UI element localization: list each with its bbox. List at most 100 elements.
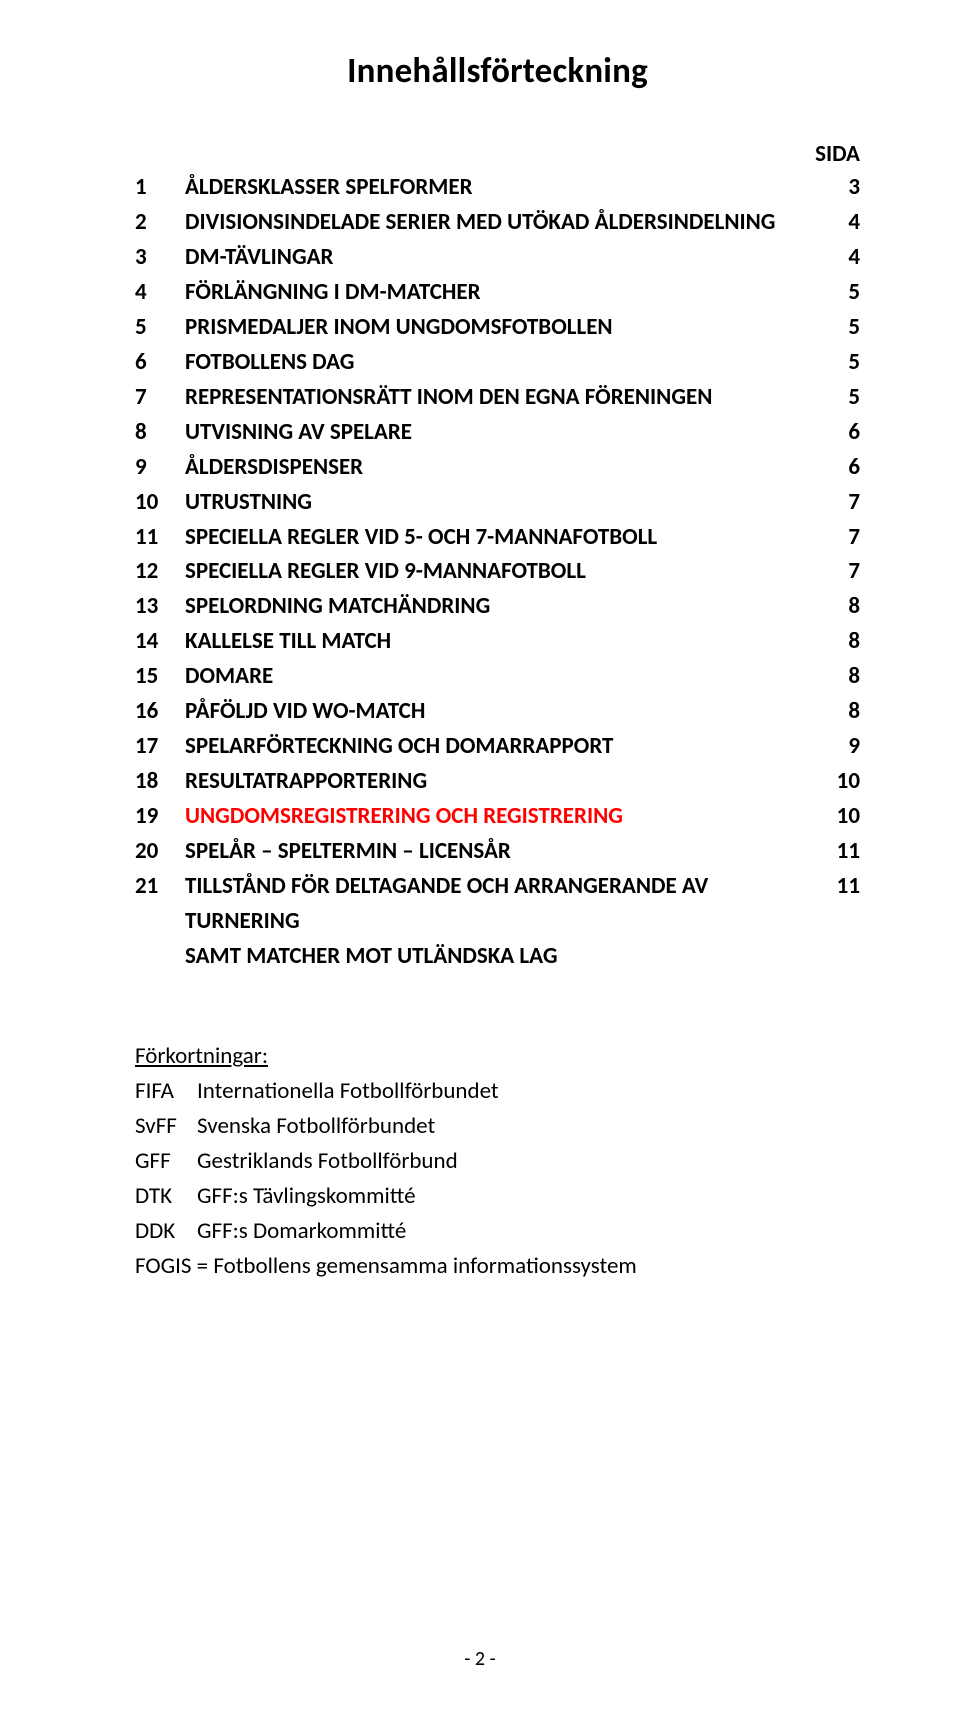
abbrev-row: SvFFSvenska Fotbollförbundet <box>135 1109 860 1144</box>
toc-row: 4FÖRLÄNGNING I DM-MATCHER5 <box>135 275 860 310</box>
toc-label: SPELÅR – SPELTERMIN – LICENSÅR <box>185 834 800 869</box>
abbrev-key: FIFA <box>135 1074 197 1109</box>
toc-label: UNGDOMSREGISTRERING OCH REGISTRERING <box>185 799 800 834</box>
abbrev-val: GFF:s Tävlingskommitté <box>197 1179 860 1214</box>
abbreviations-section: Förkortningar: FIFAInternationella Fotbo… <box>135 1039 860 1284</box>
abbrev-key: DDK <box>135 1214 197 1249</box>
abbrev-row: DTKGFF:s Tävlingskommitté <box>135 1179 860 1214</box>
toc-label: DIVISIONSINDELADE SERIER MED UTÖKAD ÅLDE… <box>185 205 800 240</box>
toc-label: SPECIELLA REGLER VID 5- OCH 7-MANNAFOTBO… <box>185 520 800 555</box>
toc-row: 12SPECIELLA REGLER VID 9-MANNAFOTBOLL7 <box>135 554 860 589</box>
toc-page: 7 <box>800 554 860 589</box>
toc-page: 3 <box>800 170 860 205</box>
toc-label: DOMARE <box>185 659 800 694</box>
toc-page: 4 <box>800 205 860 240</box>
toc-row: 6FOTBOLLENS DAG5 <box>135 345 860 380</box>
toc-label: PÅFÖLJD VID WO-MATCH <box>185 694 800 729</box>
toc-num: 20 <box>135 834 185 869</box>
toc-row: 8UTVISNING AV SPELARE6 <box>135 415 860 450</box>
toc-page: 6 <box>800 415 860 450</box>
page-footer: - 2 - <box>0 1647 960 1671</box>
toc-page: 6 <box>800 450 860 485</box>
toc-page: 11 <box>800 869 860 904</box>
toc-page: 8 <box>800 624 860 659</box>
toc-row: 13SPELORDNING MATCHÄNDRING8 <box>135 589 860 624</box>
toc-row: 5PRISMEDALJER INOM UNGDOMSFOTBOLLEN5 <box>135 310 860 345</box>
toc-label: FÖRLÄNGNING I DM-MATCHER <box>185 275 800 310</box>
toc-num: 19 <box>135 799 185 834</box>
table-of-contents: SIDA 1ÅLDERSKLASSER SPELFORMER32DIVISION… <box>135 140 860 974</box>
toc-page: 5 <box>800 310 860 345</box>
toc-label: UTRUSTNING <box>185 485 800 520</box>
toc-num: 16 <box>135 694 185 729</box>
toc-sub-label: SAMT MATCHER MOT UTLÄNDSKA LAG <box>185 939 860 974</box>
toc-row: 18RESULTATRAPPORTERING10 <box>135 764 860 799</box>
toc-num: 8 <box>135 415 185 450</box>
toc-page: 10 <box>800 764 860 799</box>
toc-page: 5 <box>800 380 860 415</box>
toc-num: 5 <box>135 310 185 345</box>
toc-row: 16PÅFÖLJD VID WO-MATCH8 <box>135 694 860 729</box>
toc-label: ÅLDERSKLASSER SPELFORMER <box>185 170 800 205</box>
toc-num: 17 <box>135 729 185 764</box>
abbrev-val: Internationella Fotbollförbundet <box>197 1074 860 1109</box>
toc-row: 19UNGDOMSREGISTRERING OCH REGISTRERING10 <box>135 799 860 834</box>
toc-num: 11 <box>135 520 185 555</box>
toc-num: 3 <box>135 240 185 275</box>
toc-label: SPECIELLA REGLER VID 9-MANNAFOTBOLL <box>185 554 800 589</box>
abbrev-row: DDKGFF:s Domarkommitté <box>135 1214 860 1249</box>
abbrev-row: FIFAInternationella Fotbollförbundet <box>135 1074 860 1109</box>
toc-page: 5 <box>800 345 860 380</box>
toc-row: 10UTRUSTNING7 <box>135 485 860 520</box>
abbrev-heading: Förkortningar: <box>135 1039 860 1074</box>
abbrev-fogis-line: FOGIS = Fotbollens gemensamma informatio… <box>135 1249 860 1284</box>
toc-label: SPELORDNING MATCHÄNDRING <box>185 589 800 624</box>
abbrev-key: DTK <box>135 1179 197 1214</box>
toc-row: 15DOMARE8 <box>135 659 860 694</box>
toc-page: 10 <box>800 799 860 834</box>
toc-num: 9 <box>135 450 185 485</box>
toc-page: 4 <box>800 240 860 275</box>
toc-num: 4 <box>135 275 185 310</box>
toc-num: 12 <box>135 554 185 589</box>
abbrev-val: Gestriklands Fotbollförbund <box>197 1144 860 1179</box>
toc-page: 5 <box>800 275 860 310</box>
toc-num: 10 <box>135 485 185 520</box>
document-page: Innehållsförteckning SIDA 1ÅLDERSKLASSER… <box>0 0 960 1731</box>
abbrev-val: Svenska Fotbollförbundet <box>197 1109 860 1144</box>
toc-num: 1 <box>135 170 185 205</box>
abbrev-val: GFF:s Domarkommitté <box>197 1214 860 1249</box>
toc-row: 2DIVISIONSINDELADE SERIER MED UTÖKAD ÅLD… <box>135 205 860 240</box>
toc-row: 11SPECIELLA REGLER VID 5- OCH 7-MANNAFOT… <box>135 520 860 555</box>
toc-page: 9 <box>800 729 860 764</box>
toc-label: REPRESENTATIONSRÄTT INOM DEN EGNA FÖRENI… <box>185 380 800 415</box>
toc-num: 18 <box>135 764 185 799</box>
toc-num: 7 <box>135 380 185 415</box>
toc-num: 13 <box>135 589 185 624</box>
toc-label: UTVISNING AV SPELARE <box>185 415 800 450</box>
toc-label: FOTBOLLENS DAG <box>185 345 800 380</box>
toc-label: TILLSTÅND FÖR DELTAGANDE OCH ARRANGERAND… <box>185 869 800 939</box>
toc-page: 7 <box>800 485 860 520</box>
toc-num: 15 <box>135 659 185 694</box>
toc-label: RESULTATRAPPORTERING <box>185 764 800 799</box>
toc-page: 8 <box>800 589 860 624</box>
toc-label: ÅLDERSDISPENSER <box>185 450 800 485</box>
toc-row: 3DM-TÄVLINGAR4 <box>135 240 860 275</box>
toc-row: 7REPRESENTATIONSRÄTT INOM DEN EGNA FÖREN… <box>135 380 860 415</box>
toc-sub-num <box>135 939 185 974</box>
toc-label: DM-TÄVLINGAR <box>185 240 800 275</box>
toc-label: KALLELSE TILL MATCH <box>185 624 800 659</box>
abbrev-key: SvFF <box>135 1109 197 1144</box>
abbrev-row: GFFGestriklands Fotbollförbund <box>135 1144 860 1179</box>
sida-header-row: SIDA <box>135 140 860 168</box>
toc-num: 14 <box>135 624 185 659</box>
toc-label: PRISMEDALJER INOM UNGDOMSFOTBOLLEN <box>185 310 800 345</box>
toc-row: 17SPELARFÖRTECKNING OCH DOMARRAPPORT9 <box>135 729 860 764</box>
page-title: Innehållsförteckning <box>135 50 860 92</box>
toc-page: 7 <box>800 520 860 555</box>
toc-row: 1ÅLDERSKLASSER SPELFORMER3 <box>135 170 860 205</box>
toc-row: 21TILLSTÅND FÖR DELTAGANDE OCH ARRANGERA… <box>135 869 860 939</box>
toc-num: 2 <box>135 205 185 240</box>
toc-label: SPELARFÖRTECKNING OCH DOMARRAPPORT <box>185 729 800 764</box>
